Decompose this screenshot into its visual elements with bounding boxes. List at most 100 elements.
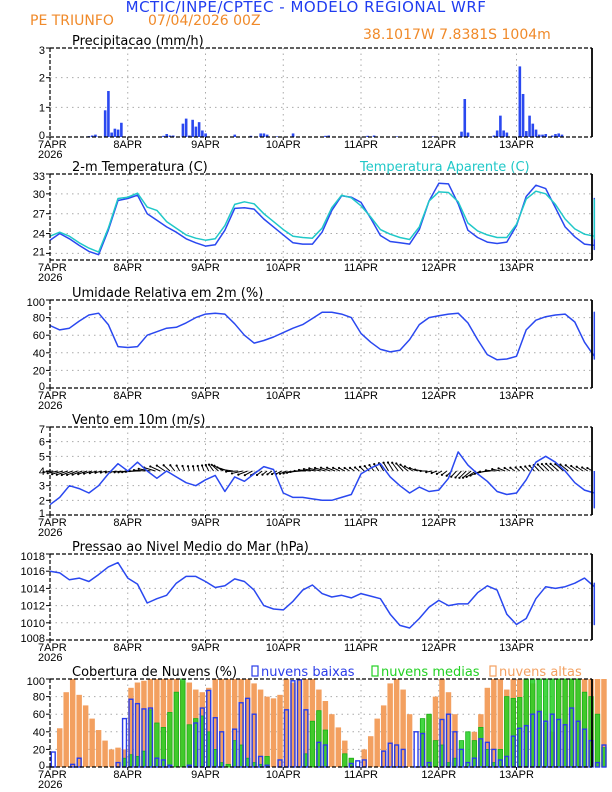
wind-arrow-head — [207, 463, 211, 466]
series-line-pressao — [49, 561, 596, 629]
cloud-bar-high — [432, 696, 439, 767]
wind-arrow-head — [55, 473, 58, 476]
y-tick-label: 3 — [39, 481, 45, 493]
cloud-bar-low — [478, 738, 484, 768]
precip-bar — [165, 134, 169, 137]
coordinates-label: 38.1017W 7.8381S 1004m — [363, 27, 551, 43]
wind-arrow-head — [65, 473, 69, 477]
y-tick-label: 1012 — [21, 601, 45, 613]
y-tick-label: 24 — [33, 229, 45, 241]
wind-arrow-head — [255, 473, 259, 477]
precip-bar — [262, 133, 266, 137]
cloud-bar-high — [56, 728, 63, 767]
precip-bar — [116, 129, 120, 137]
x-tick-label: 9APR — [191, 139, 220, 151]
cloud-bar-high — [225, 679, 231, 767]
precip-bar — [499, 115, 502, 137]
wind-arrow-head — [399, 463, 402, 466]
cloud-bar-low — [393, 744, 400, 768]
panel-pressure: 1008 1010 1012 1014 1016 1018 7APR 8APR 9APR 10AP… — [21, 540, 596, 664]
cloud-bar-high — [257, 689, 264, 767]
cloud-bar-high — [63, 692, 69, 767]
precip-bar — [431, 136, 434, 137]
wind-arrow-head — [524, 465, 527, 468]
wind-arrow-head — [419, 469, 422, 473]
x-tick-label: 7APR — [38, 642, 67, 654]
wind-arrow-head — [528, 464, 531, 467]
x-tick-label: 12APR — [421, 642, 456, 654]
cloud-bar-low — [355, 760, 361, 768]
wind-arrow-head — [297, 468, 301, 472]
x-tick-label: 13APR — [499, 642, 534, 654]
cloud-bar-high — [303, 679, 309, 767]
y-tick-label: 30 — [33, 189, 45, 201]
precip-bar — [90, 135, 94, 137]
wind-arrow — [211, 464, 219, 472]
wind-arrow — [51, 470, 64, 475]
wind-arrow-head — [289, 470, 292, 474]
cloud-bar-high — [95, 730, 102, 767]
precip-bar — [518, 66, 522, 137]
wind-arrow-head — [132, 469, 136, 472]
cloud-bar-mid — [432, 740, 439, 768]
precip-bar — [259, 133, 262, 137]
y-tick-label: 100 — [27, 676, 45, 688]
x-tick-label: 13APR — [499, 517, 534, 529]
cloud-bar-low — [491, 748, 497, 768]
wind-arrow-head — [491, 468, 494, 471]
wind-arrow-head — [319, 466, 323, 469]
wind-arrow — [459, 470, 467, 479]
panel-clouds: 0 20 40 60 80 100 7APR 8APR 9APR 10APR 11APR 12APR 1… — [27, 665, 607, 791]
wind-arrow — [550, 463, 559, 472]
precip-bar — [275, 136, 279, 137]
wind-arrow-head — [386, 461, 390, 464]
cloud-bar-low — [160, 759, 167, 768]
cloud-bar-high — [160, 679, 167, 767]
wind-arrow — [231, 470, 243, 474]
cloud-bar-low — [568, 707, 575, 768]
cloud-bar-high — [452, 714, 458, 767]
cloud-bar-high — [400, 689, 406, 767]
legend-swatch-nuvens-altas — [489, 665, 497, 677]
cloud-bar-low — [244, 697, 251, 768]
precip-bar — [495, 130, 499, 137]
cloud-bar-mid — [426, 713, 432, 768]
cloud-bar-high — [251, 683, 257, 767]
cloud-bar-high — [387, 683, 393, 767]
x-tick-label: 11APR — [344, 642, 378, 654]
y-tick-label: 60 — [33, 709, 45, 721]
cloud-bar-low — [76, 757, 82, 768]
x-tick-label: 12APR — [421, 390, 456, 402]
panel-title: Cobertura de Nuvens (%) — [72, 665, 237, 680]
precip-bar — [94, 134, 97, 137]
wind-arrow-head — [82, 472, 86, 475]
wind-arrow — [56, 470, 68, 476]
cloud-bar-high — [238, 679, 244, 767]
wind-arrow — [133, 469, 146, 472]
precip-bar — [191, 119, 194, 137]
y-tick-label: 80 — [33, 313, 45, 325]
y-tick-label: 80 — [33, 692, 45, 704]
wind-arrow-head — [266, 473, 269, 476]
y-tick-label: 40 — [33, 727, 45, 739]
cloud-bar-high — [335, 727, 342, 767]
cloud-bar-high — [367, 736, 374, 767]
cloud-bar-high — [108, 749, 115, 767]
wind-arrow — [226, 470, 238, 473]
cloud-bar-low — [413, 731, 419, 768]
wind-arrow-head — [445, 474, 448, 477]
cloud-bar-high — [491, 679, 497, 767]
cloud-bar-mid — [167, 712, 173, 768]
x-tick-label: 10APR — [266, 517, 301, 529]
wind-arrow-head — [137, 467, 140, 471]
precip-bar — [327, 135, 331, 137]
cloud-bar-low — [238, 702, 244, 768]
wind-arrow — [576, 466, 584, 472]
wind-arrow-head — [348, 466, 352, 469]
panel-title: Vento em 10m (m/s) — [72, 413, 205, 428]
wind-arrow-head — [332, 466, 335, 469]
wind-arrow-head — [353, 466, 357, 469]
wind-arrow — [462, 470, 472, 479]
cloud-bar-high — [393, 679, 400, 767]
x-tick-label: 11APR — [344, 769, 378, 781]
